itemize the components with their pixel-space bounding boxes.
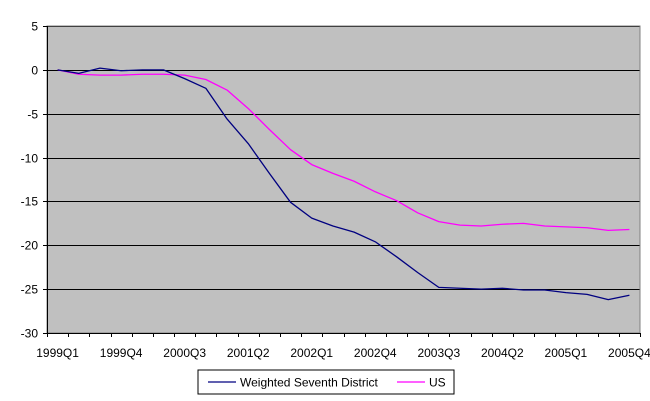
- x-tick-label-1: 1999Q4: [100, 346, 143, 360]
- y-tick-label-5: -20: [21, 239, 39, 253]
- x-tick-label-6: 2003Q3: [417, 346, 460, 360]
- y-tick-label-3: -10: [21, 152, 39, 166]
- y-tick-label-6: -25: [21, 283, 39, 297]
- series-line-weighted-seventh-district: [57, 67, 630, 301]
- series-lines: [57, 67, 630, 301]
- plot-area: [47, 26, 640, 333]
- legend-label-us: US: [429, 376, 446, 390]
- x-tick-label-2: 2000Q3: [163, 346, 206, 360]
- y-tick-label-4: -15: [21, 195, 39, 209]
- y-tick-label-2: -5: [27, 108, 38, 122]
- x-tick-label-5: 2002Q4: [354, 346, 397, 360]
- y-tick-label-1: 0: [31, 64, 38, 78]
- axes: [43, 26, 641, 337]
- y-tick-label-0: 5: [31, 20, 38, 34]
- x-tick-label-0: 1999Q1: [36, 346, 79, 360]
- legend: Weighted Seventh District US: [197, 369, 455, 395]
- x-tick-label-4: 2002Q1: [290, 346, 333, 360]
- legend-label-weighted-seventh-district: Weighted Seventh District: [240, 376, 379, 390]
- series-line-us: [57, 69, 630, 232]
- x-tick-label-8: 2005Q1: [545, 346, 588, 360]
- x-tick-label-9: 2005Q4: [608, 346, 650, 360]
- x-tick-labels: 1999Q1 1999Q4 2000Q3 2001Q2 2002Q1 2002Q4 2003…: [36, 346, 650, 360]
- x-tick-label-7: 2004Q2: [481, 346, 524, 360]
- x-tick-label-3: 2001Q2: [227, 346, 270, 360]
- y-tick-labels: 5 0 -5 -10 -15 -20 -25 -30: [21, 20, 39, 341]
- y-tick-label-7: -30: [21, 327, 39, 341]
